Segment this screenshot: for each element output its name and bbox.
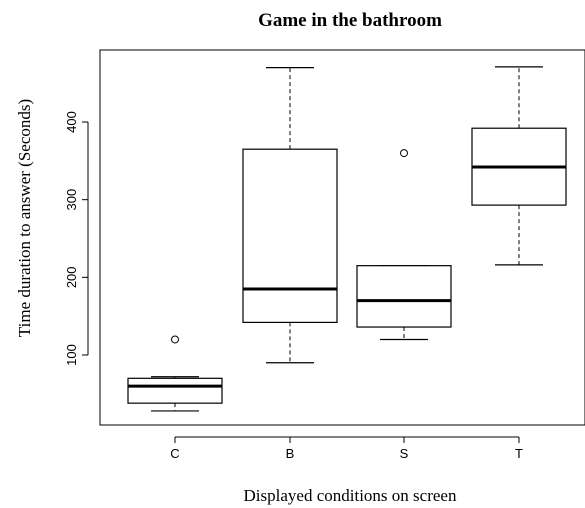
box-S bbox=[356, 149, 452, 341]
iqr-box-S bbox=[356, 265, 452, 328]
x-tick-label-B: B bbox=[286, 446, 295, 461]
y-tick-label-200: 200 bbox=[64, 266, 79, 288]
y-tick-label-300: 300 bbox=[64, 189, 79, 211]
chart-title: Game in the bathroom bbox=[258, 10, 442, 31]
x-tick-label-C: C bbox=[170, 446, 179, 461]
y-axis-label: Time duration to answer (Seconds) bbox=[15, 99, 34, 337]
outlier-C-0 bbox=[171, 335, 179, 344]
box-T bbox=[471, 66, 567, 266]
iqr-box-C bbox=[127, 377, 223, 404]
x-axis-label: Displayed conditions on screen bbox=[244, 486, 457, 505]
plot-frame bbox=[99, 49, 585, 426]
iqr-box-B bbox=[242, 148, 338, 323]
x-tick-label-S: S bbox=[400, 446, 409, 461]
x-tick-label-T: T bbox=[515, 446, 523, 461]
box-B bbox=[242, 67, 338, 364]
y-tick-label-400: 400 bbox=[64, 111, 79, 133]
y-axis: 100 200 300 400 bbox=[64, 111, 89, 366]
y-tick-label-100: 100 bbox=[64, 344, 79, 366]
outlier-S-0 bbox=[400, 149, 408, 158]
box-C bbox=[127, 335, 223, 412]
boxes-layer bbox=[127, 66, 567, 412]
